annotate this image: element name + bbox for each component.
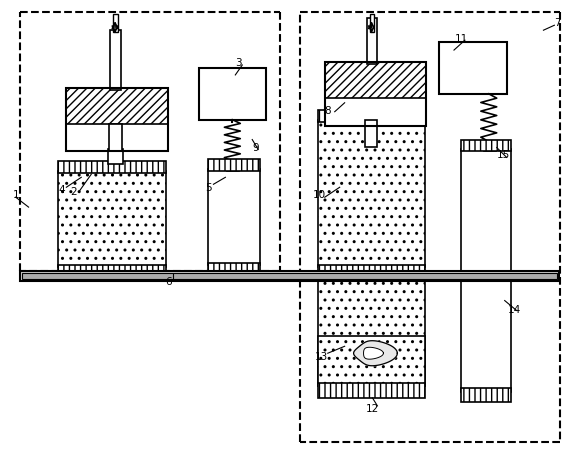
Bar: [58, 265, 166, 274]
Bar: [461, 150, 511, 392]
Bar: [198, 69, 266, 121]
Bar: [66, 89, 168, 126]
Text: 1: 1: [12, 190, 19, 200]
Text: 14: 14: [508, 304, 521, 314]
Bar: [325, 63, 426, 101]
Bar: [20, 271, 559, 281]
Bar: [325, 99, 426, 126]
Bar: [318, 277, 425, 386]
Bar: [318, 111, 425, 122]
Bar: [484, 142, 496, 152]
Bar: [208, 263, 260, 273]
Bar: [109, 124, 122, 152]
Polygon shape: [354, 341, 398, 366]
Bar: [227, 162, 239, 172]
Bar: [318, 383, 425, 398]
Bar: [461, 140, 511, 152]
Text: 4: 4: [58, 185, 65, 195]
Bar: [113, 15, 118, 33]
Bar: [66, 89, 168, 152]
Bar: [208, 170, 260, 265]
Bar: [208, 160, 260, 172]
Polygon shape: [364, 348, 384, 359]
Text: 10: 10: [313, 190, 327, 200]
Text: 3: 3: [235, 58, 242, 68]
Text: 11: 11: [454, 34, 467, 44]
Bar: [108, 150, 123, 165]
Text: 6: 6: [166, 276, 172, 286]
Bar: [461, 388, 511, 402]
Bar: [365, 121, 377, 148]
Bar: [366, 19, 377, 65]
Bar: [318, 337, 425, 386]
Text: 13: 13: [315, 351, 328, 361]
Text: 9: 9: [252, 143, 258, 153]
Bar: [318, 121, 425, 267]
Text: 8: 8: [324, 106, 331, 116]
Bar: [66, 124, 168, 152]
Bar: [58, 172, 166, 267]
Bar: [439, 43, 507, 95]
Text: 5: 5: [205, 183, 212, 193]
Text: 15: 15: [497, 150, 510, 160]
Bar: [369, 15, 374, 33]
Bar: [21, 273, 557, 279]
Bar: [325, 63, 426, 126]
Text: 12: 12: [366, 403, 379, 413]
Bar: [110, 31, 121, 91]
Text: 7: 7: [554, 18, 561, 28]
Bar: [58, 162, 166, 174]
Bar: [318, 265, 425, 274]
Text: 2: 2: [70, 187, 77, 197]
